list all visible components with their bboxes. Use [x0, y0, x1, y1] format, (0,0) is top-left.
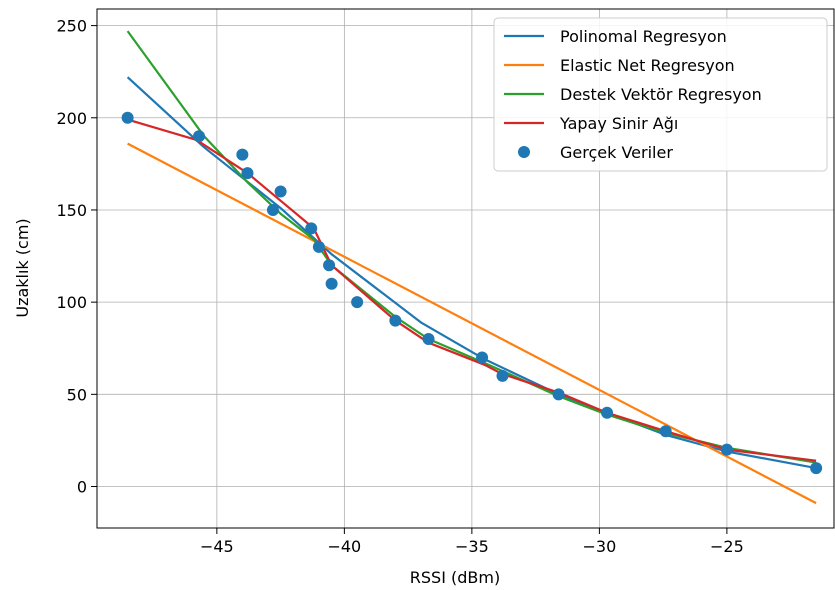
data-point [389, 314, 402, 327]
data-point [325, 277, 338, 290]
data-point [659, 425, 672, 438]
legend-label-0: Polinomal Regresyon [560, 27, 727, 46]
y-tick-label: 200 [56, 109, 87, 128]
data-point [236, 148, 249, 161]
x-tick-label: −30 [583, 537, 617, 556]
series-line-1 [127, 142, 817, 505]
data-point [601, 406, 614, 419]
plot-frame [96, 8, 835, 529]
x-tick-label: −45 [200, 537, 234, 556]
legend-label-4: Gerçek Veriler [560, 143, 673, 162]
data-point [496, 369, 509, 382]
legend-label-3: Yapay Sinir Ağı [559, 114, 678, 133]
data-point [193, 130, 206, 143]
data-point [476, 351, 489, 364]
legend: Polinomal Regresyon Elastic Net Regresyon… [493, 17, 828, 172]
data-point [720, 443, 733, 456]
y-tick-label: 100 [56, 293, 87, 312]
series-layer [121, 30, 823, 505]
data-point [351, 296, 364, 309]
x-tick-label: −25 [710, 537, 744, 556]
y-tick-label: 250 [56, 17, 87, 36]
y-tick-label: 150 [56, 201, 87, 220]
y-axis-label: Uzaklık (cm) [13, 218, 32, 317]
data-point [422, 333, 435, 346]
legend-box [493, 17, 828, 172]
y-axis-ticks: 0 50 100 150 200 250 [56, 17, 97, 497]
x-tick-label: −40 [327, 537, 361, 556]
data-point [305, 222, 318, 235]
legend-label-2: Destek Vektör Regresyon [560, 85, 762, 104]
data-point [266, 203, 279, 216]
data-point [121, 111, 134, 124]
x-axis-ticks: −45 −40 −35 −30 −25 [200, 528, 744, 556]
data-point [323, 259, 336, 272]
data-point [241, 167, 254, 180]
x-axis-label: RSSI (dBm) [410, 568, 500, 587]
data-point [552, 388, 565, 401]
legend-swatch-4 [518, 146, 530, 158]
data-point [274, 185, 287, 198]
data-point [312, 240, 325, 253]
x-tick-label: −35 [455, 537, 489, 556]
series-line-2 [126, 30, 817, 464]
legend-label-1: Elastic Net Regresyon [560, 56, 735, 75]
y-tick-label: 50 [67, 385, 87, 404]
y-tick-label: 0 [77, 478, 87, 497]
data-point [810, 462, 823, 475]
